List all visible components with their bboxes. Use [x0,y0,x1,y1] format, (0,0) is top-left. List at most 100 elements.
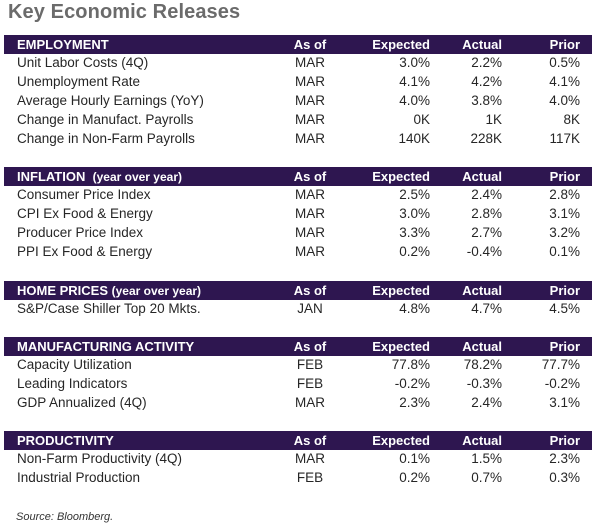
table-row: Consumer Price Index MAR 2.5% 2.4% 2.8% [4,186,592,205]
col-header-actual: Actual [462,37,502,52]
row-actual: -0.3% [466,376,502,391]
col-header-expected: Expected [372,169,430,184]
row-prior: 8K [563,112,580,127]
section-name: HOME PRICES [17,283,109,298]
row-expected: 0.1% [399,451,430,466]
row-prior: 4.5% [549,301,580,316]
section-header: EMPLOYMENT As of Expected Actual Prior [4,35,592,54]
row-as-of: MAR [295,451,325,466]
section-name: INFLATION [17,169,86,184]
row-as-of: MAR [295,395,325,410]
row-actual: 2.7% [471,225,502,240]
row-expected: 2.3% [399,395,430,410]
row-expected: 3.3% [399,225,430,240]
row-label: Consumer Price Index [17,187,151,202]
section-title: EMPLOYMENT [17,37,109,52]
col-header-expected: Expected [372,283,430,298]
row-as-of: MAR [295,93,325,108]
col-header-prior: Prior [549,283,580,298]
col-header-actual: Actual [462,339,502,354]
table-row: Change in Manufact. Payrolls MAR 0K 1K 8… [4,111,592,130]
row-expected: 0.2% [399,244,430,259]
row-actual: 2.4% [471,395,502,410]
col-header-prior: Prior [549,169,580,184]
col-header-prior: Prior [549,339,580,354]
section-title: INFLATION (year over year) [17,169,182,184]
col-header-actual: Actual [462,169,502,184]
row-expected: 4.0% [399,93,430,108]
section-inflation: INFLATION (year over year) As of Expecte… [4,167,592,262]
row-as-of: MAR [295,74,325,89]
row-actual: 1.5% [471,451,502,466]
col-header-as-of: As of [293,433,327,448]
row-label: Producer Price Index [17,225,144,240]
col-header-expected: Expected [372,339,430,354]
row-label: CPI Ex Food & Energy [17,206,153,221]
col-header-expected: Expected [372,37,430,52]
table-row: Unemployment Rate MAR 4.1% 4.2% 4.1% [4,73,592,92]
col-header-as-of: As of [293,283,327,298]
row-actual: 1K [485,112,502,127]
row-label: GDP Annualized (4Q) [17,395,147,410]
table-row: Average Hourly Earnings (YoY) MAR 4.0% 3… [4,92,592,111]
col-header-as-of: As of [293,339,327,354]
row-as-of: JAN [297,301,323,316]
row-as-of: FEB [296,357,324,372]
row-actual: 2.8% [471,206,502,221]
row-prior: 4.0% [549,93,580,108]
row-label: Non-Farm Productivity (4Q) [17,451,183,466]
row-prior: 2.3% [549,451,580,466]
section-header: MANUFACTURING ACTIVITY As of Expected Ac… [4,337,592,356]
row-label: Change in Manufact. Payrolls [17,112,194,127]
row-prior: -0.2% [544,376,580,391]
row-label: S&P/Case Shiller Top 20 Mkts. [17,301,201,316]
row-expected: 0.2% [399,470,430,485]
row-label: Capacity Utilization [17,357,132,372]
row-label: Unemployment Rate [17,74,141,89]
row-expected: 77.8% [391,357,430,372]
row-expected: 4.1% [399,74,430,89]
row-label: Average Hourly Earnings (YoY) [17,93,204,108]
col-header-as-of: As of [293,37,327,52]
section-title: PRODUCTIVITY [17,433,114,448]
page-title: Key Economic Releases [8,1,241,23]
row-prior: 0.1% [549,244,580,259]
row-as-of: MAR [295,55,325,70]
row-expected: 3.0% [399,206,430,221]
table-row: Non-Farm Productivity (4Q) MAR 0.1% 1.5%… [4,450,592,469]
section-name: PRODUCTIVITY [17,433,114,448]
row-label: PPI Ex Food & Energy [17,244,153,259]
col-header-as-of: As of [293,169,327,184]
row-prior: 3.1% [549,206,580,221]
table-row: PPI Ex Food & Energy MAR 0.2% -0.4% 0.1% [4,243,592,262]
row-actual: 3.8% [471,93,502,108]
row-actual: 2.4% [471,187,502,202]
col-header-prior: Prior [549,433,580,448]
row-label: Change in Non-Farm Payrolls [17,131,195,146]
row-prior: 77.7% [541,357,580,372]
row-label: Unit Labor Costs (4Q) [17,55,149,70]
row-expected: 4.8% [399,301,430,316]
row-as-of: FEB [296,376,324,391]
row-actual: 2.2% [471,55,502,70]
row-actual: 4.7% [471,301,502,316]
row-actual: 4.2% [471,74,502,89]
row-as-of: MAR [295,244,325,259]
row-as-of: MAR [295,112,325,127]
row-as-of: FEB [296,470,324,485]
col-header-actual: Actual [462,433,502,448]
row-expected: 2.5% [399,187,430,202]
table-row: Change in Non-Farm Payrolls MAR 140K 228… [4,130,592,149]
table-row: GDP Annualized (4Q) MAR 2.3% 2.4% 3.1% [4,394,592,413]
section-header: PRODUCTIVITY As of Expected Actual Prior [4,431,592,450]
row-prior: 117K [549,131,580,146]
col-header-expected: Expected [372,433,430,448]
row-as-of: MAR [295,131,325,146]
row-expected: 3.0% [399,55,430,70]
table-row: Industrial Production FEB 0.2% 0.7% 0.3% [4,469,592,488]
row-prior: 2.8% [549,187,580,202]
col-header-prior: Prior [549,37,580,52]
row-actual: 228K [470,131,502,146]
row-as-of: MAR [295,206,325,221]
row-as-of: MAR [295,225,325,240]
